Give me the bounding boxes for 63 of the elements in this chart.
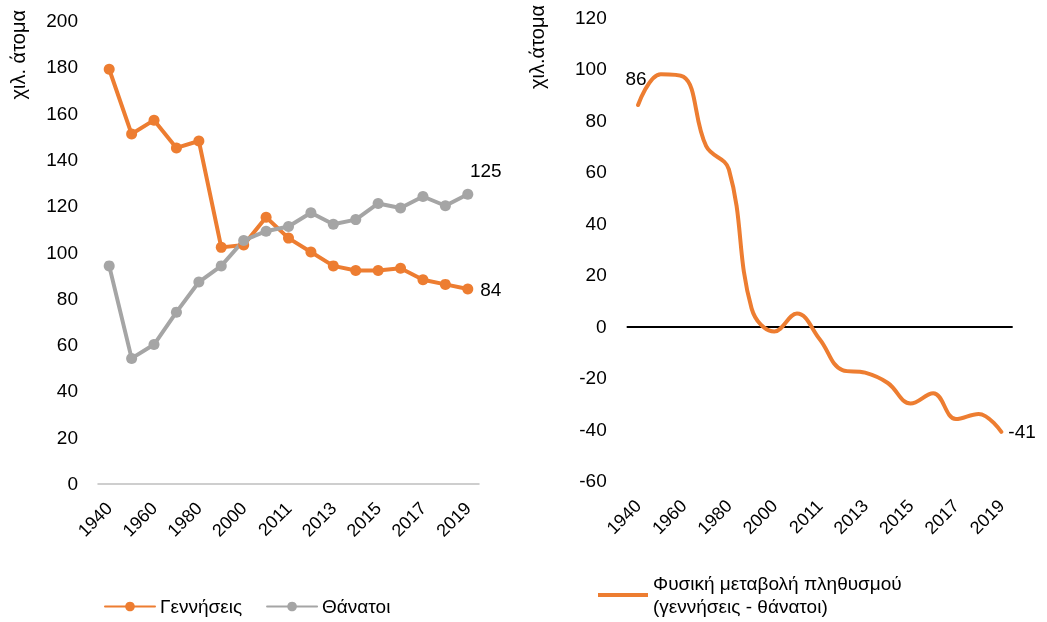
y-tick-label: 80	[585, 109, 607, 131]
point	[283, 232, 294, 244]
point	[327, 218, 339, 230]
y-axis-title: χιλ. άτομα	[7, 10, 29, 100]
point	[462, 283, 474, 295]
point	[193, 276, 205, 288]
point	[103, 260, 115, 272]
point	[417, 274, 429, 286]
point	[395, 202, 407, 214]
data-label: 84	[480, 278, 502, 300]
point	[126, 128, 138, 140]
data-label: 86	[625, 68, 647, 90]
point	[417, 190, 429, 202]
point	[260, 225, 272, 237]
y-tick-label: 160	[46, 102, 78, 124]
legend-label: Θάνατοι	[322, 596, 391, 617]
y-tick-label: 60	[56, 334, 78, 356]
point	[193, 135, 205, 147]
point	[103, 63, 115, 75]
y-tick-label: -40	[579, 418, 607, 440]
legend-label: Φυσική μεταβολή πληθυσμού (γεννήσεις - θάνατοι)	[653, 573, 902, 617]
point	[372, 265, 384, 276]
point	[238, 234, 250, 246]
point	[215, 241, 227, 253]
point	[350, 265, 362, 276]
y-tick-label: 140	[46, 148, 78, 170]
data-label: 125	[469, 159, 502, 181]
point	[350, 214, 362, 226]
point	[170, 306, 182, 318]
point	[148, 114, 160, 126]
y-tick-label: 0	[596, 315, 607, 337]
point	[462, 188, 474, 200]
point	[148, 339, 160, 351]
point	[126, 352, 138, 364]
y-tick-label: 100	[575, 58, 607, 80]
legend-label: Γεννήσεις	[160, 596, 243, 617]
y-tick-label: -20	[579, 367, 607, 389]
point	[439, 200, 451, 212]
point	[283, 221, 294, 233]
y-tick-label: 100	[46, 241, 78, 263]
y-tick-label: 40	[585, 212, 607, 234]
y-tick-label: 40	[56, 380, 78, 402]
point	[439, 278, 451, 290]
y-tick-label: -60	[579, 470, 607, 492]
y-tick-label: 200	[46, 10, 78, 32]
point	[372, 197, 384, 209]
point	[327, 260, 339, 272]
point	[305, 246, 317, 258]
y-axis-title: χιλ.άτομα	[526, 5, 548, 89]
y-tick-label: 20	[56, 426, 78, 448]
y-tick-label: 80	[56, 287, 78, 309]
point	[305, 207, 317, 219]
point	[215, 260, 227, 272]
y-tick-label: 120	[575, 7, 607, 28]
point	[260, 211, 272, 223]
y-tick-label: 180	[46, 56, 78, 78]
y-tick-label: 60	[585, 161, 607, 183]
point	[395, 262, 407, 274]
y-tick-label: 0	[67, 472, 78, 494]
y-tick-label: 20	[585, 264, 607, 286]
y-tick-label: 120	[46, 195, 78, 217]
point	[170, 142, 182, 154]
data-label: -41	[1008, 421, 1036, 443]
